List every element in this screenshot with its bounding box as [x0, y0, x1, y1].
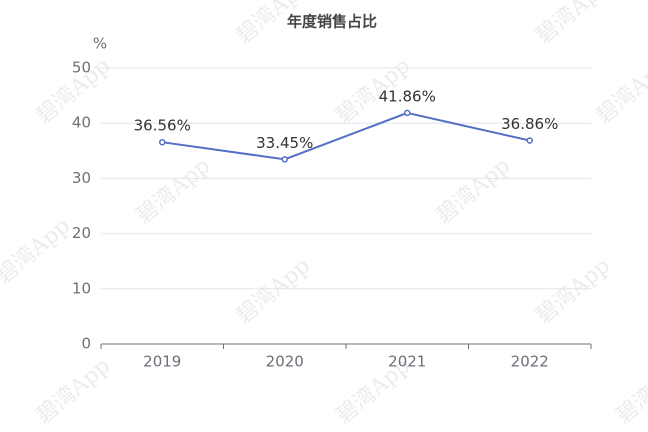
watermark: 碧湾App: [32, 353, 116, 429]
x-tick-label: 2022: [511, 353, 549, 371]
point: [159, 138, 166, 146]
watermark: 碧湾App: [532, 253, 616, 329]
watermark: 碧湾App: [0, 213, 75, 289]
line: [162, 111, 530, 161]
x-tick-label: 2021: [388, 353, 426, 371]
watermark: 碧湾App: [232, 253, 316, 329]
value-label: 33.45%: [256, 134, 313, 152]
value-label: 41.86%: [379, 87, 436, 105]
y-axis-unit: %: [93, 35, 107, 53]
watermark: 碧湾App: [432, 153, 516, 229]
point: [404, 109, 411, 117]
y-tick-label: 10: [72, 279, 91, 297]
y-tick-label: 50: [72, 59, 91, 77]
watermark: 碧湾App: [532, 0, 616, 49]
x-tick-label: 2020: [266, 353, 304, 371]
y-tick-label: 20: [72, 224, 91, 242]
watermark: 碧湾App: [612, 353, 648, 429]
y-tick-label: 40: [72, 114, 91, 132]
chart-title: 年度销售占比: [287, 13, 377, 31]
point: [281, 156, 288, 163]
y-tick-label: 0: [81, 335, 91, 353]
watermark: 碧湾App: [132, 153, 216, 229]
x-tick-label: 2019: [143, 353, 181, 371]
watermark: 碧湾App: [592, 53, 648, 129]
point: [526, 137, 533, 144]
value-label: 36.86%: [501, 115, 558, 133]
y-tick-label: 30: [72, 169, 91, 187]
value-label: 36.56%: [134, 117, 191, 135]
